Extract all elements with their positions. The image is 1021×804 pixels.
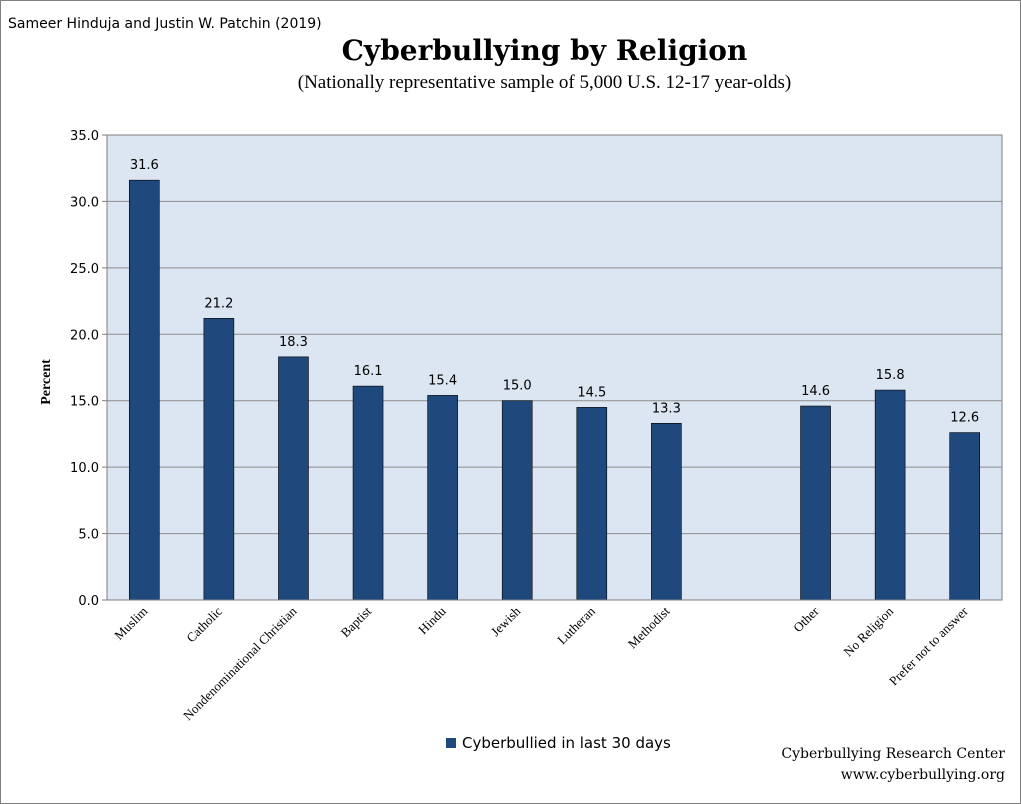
- y-tick-label: 20.0: [70, 328, 99, 343]
- bar: [501, 400, 533, 601]
- source-url: www.cyberbullying.org: [840, 767, 1005, 783]
- plot-area: [107, 135, 1002, 600]
- category-label: Hindu: [415, 603, 449, 637]
- bar: [949, 432, 981, 601]
- category-label: Baptist: [338, 603, 375, 640]
- bar: [651, 422, 682, 601]
- category-label: Other: [790, 603, 822, 635]
- y-tick-label: 5.0: [78, 528, 99, 543]
- gridlines: [107, 200, 1002, 535]
- data-label: 21.2: [204, 296, 233, 311]
- data-label: 15.4: [428, 373, 457, 388]
- y-tick-label: 35.0: [70, 129, 99, 144]
- chart-title: Cyberbullying by Religion: [341, 34, 748, 67]
- category-label: Methodist: [625, 603, 673, 651]
- bar: [352, 385, 384, 601]
- chart-authors: Sameer Hinduja and Justin W. Patchin (20…: [8, 16, 322, 32]
- source-org: Cyberbullying Research Center: [781, 746, 1005, 762]
- bar: [128, 179, 160, 601]
- y-tick-label: 25.0: [70, 262, 99, 277]
- data-labels: 31.6 21.2 18.3 16.1 15.4 15.0 14.5 13.3 14.6 15.8…: [130, 158, 979, 425]
- category-label: Lutheran: [554, 603, 598, 647]
- category-label: Prefer not to answer: [886, 603, 971, 688]
- bar: [427, 395, 458, 601]
- bar: [800, 405, 831, 601]
- y-axis-ticks: 0.0 5.0 10.0 15.0 20.0 25.0 30.0 35.0: [70, 129, 107, 609]
- category-label: Muslim: [111, 604, 150, 643]
- data-label: 12.6: [950, 411, 979, 426]
- bars: [128, 179, 981, 601]
- source-credit: Cyberbullying Research Center www.cyberb…: [781, 744, 1005, 786]
- y-tick-label: 0.0: [78, 594, 99, 609]
- plot-border: [106, 134, 1003, 601]
- chart-subtitle: (Nationally representative sample of 5,0…: [297, 72, 792, 93]
- y-tick-label: 15.0: [70, 395, 99, 410]
- bar: [278, 356, 309, 601]
- data-label: 13.3: [652, 401, 681, 416]
- bar: [203, 318, 235, 601]
- bar: [576, 407, 608, 601]
- data-label: 15.8: [876, 368, 905, 383]
- y-tick-label: 30.0: [70, 195, 99, 210]
- data-label: 14.5: [577, 385, 606, 400]
- data-label: 14.6: [801, 384, 830, 399]
- category-label: Catholic: [183, 603, 225, 645]
- category-label: Jewish: [488, 603, 524, 639]
- data-label: 16.1: [354, 364, 383, 379]
- bar: [874, 389, 906, 601]
- legend: Cyberbullied in last 30 days: [446, 734, 671, 752]
- data-label: 18.3: [279, 335, 308, 350]
- data-label: 31.6: [130, 158, 159, 173]
- legend-swatch: [446, 738, 456, 748]
- category-label: No Religion: [840, 603, 896, 659]
- data-label: 15.0: [503, 379, 532, 394]
- y-tick-label: 10.0: [70, 461, 99, 476]
- legend-label: Cyberbullied in last 30 days: [462, 734, 671, 752]
